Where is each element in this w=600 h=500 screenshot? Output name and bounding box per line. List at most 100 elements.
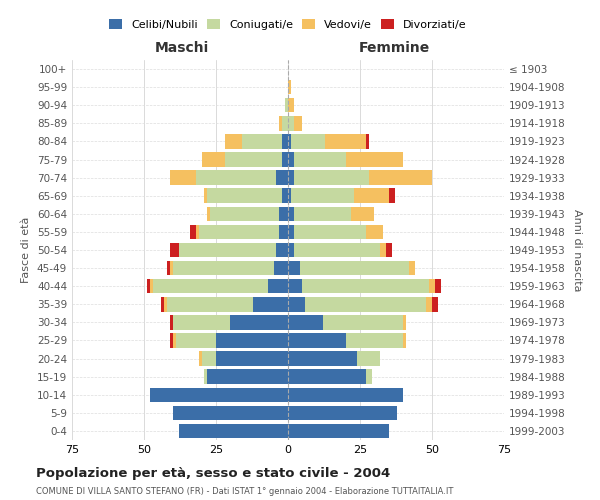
Bar xyxy=(280,116,282,130)
Bar xyxy=(288,170,294,185)
Bar xyxy=(288,134,291,148)
Bar xyxy=(280,224,288,239)
Bar xyxy=(323,315,403,330)
Bar xyxy=(202,352,216,366)
Bar xyxy=(170,333,173,347)
Bar xyxy=(366,224,383,239)
Bar xyxy=(277,243,288,257)
Bar xyxy=(386,243,392,257)
Bar xyxy=(368,170,432,185)
Bar xyxy=(274,261,288,276)
Bar xyxy=(170,243,179,257)
Bar xyxy=(288,243,294,257)
Bar xyxy=(199,224,280,239)
Bar xyxy=(288,370,366,384)
Bar xyxy=(325,134,366,148)
Bar xyxy=(366,370,371,384)
Bar xyxy=(426,297,432,312)
Bar xyxy=(380,243,386,257)
Bar xyxy=(277,170,288,185)
Bar xyxy=(357,352,380,366)
Bar xyxy=(435,279,440,293)
Bar xyxy=(216,352,288,366)
Bar xyxy=(170,261,173,276)
Bar xyxy=(282,134,288,148)
Bar xyxy=(346,152,403,167)
Bar xyxy=(282,152,288,167)
Text: COMUNE DI VILLA SANTO STEFANO (FR) - Dati ISTAT 1° gennaio 2004 - Elaborazione T: COMUNE DI VILLA SANTO STEFANO (FR) - Dat… xyxy=(36,488,454,496)
Bar xyxy=(167,297,253,312)
Bar xyxy=(288,333,346,347)
Bar xyxy=(242,134,282,148)
Bar xyxy=(210,206,280,221)
Bar xyxy=(288,98,294,112)
Bar xyxy=(147,279,150,293)
Bar xyxy=(305,297,426,312)
Bar xyxy=(208,206,210,221)
Bar xyxy=(173,315,230,330)
Text: Popolazione per età, sesso e stato civile - 2004: Popolazione per età, sesso e stato civil… xyxy=(36,468,390,480)
Bar xyxy=(389,188,395,203)
Bar xyxy=(294,224,366,239)
Bar xyxy=(179,243,277,257)
Bar xyxy=(208,188,282,203)
Bar xyxy=(288,352,357,366)
Bar xyxy=(288,315,323,330)
Bar xyxy=(170,170,196,185)
Bar xyxy=(224,134,242,148)
Bar xyxy=(282,188,288,203)
Bar xyxy=(288,116,294,130)
Bar xyxy=(179,424,288,438)
Bar xyxy=(230,315,288,330)
Bar xyxy=(288,188,291,203)
Bar xyxy=(291,134,325,148)
Bar xyxy=(288,152,294,167)
Bar xyxy=(346,333,403,347)
Bar xyxy=(294,116,302,130)
Bar xyxy=(167,261,170,276)
Bar xyxy=(288,424,389,438)
Bar xyxy=(302,279,429,293)
Bar xyxy=(173,261,274,276)
Bar xyxy=(190,224,196,239)
Bar xyxy=(354,188,389,203)
Bar xyxy=(429,279,435,293)
Bar xyxy=(282,116,288,130)
Bar xyxy=(208,370,288,384)
Bar xyxy=(216,333,288,347)
Bar xyxy=(403,333,406,347)
Bar xyxy=(288,297,305,312)
Bar xyxy=(432,297,438,312)
Bar xyxy=(253,297,288,312)
Bar xyxy=(294,152,346,167)
Bar xyxy=(288,206,294,221)
Bar xyxy=(196,224,199,239)
Bar xyxy=(150,279,152,293)
Bar xyxy=(176,333,216,347)
Bar xyxy=(299,261,409,276)
Bar xyxy=(152,279,268,293)
Bar xyxy=(173,333,176,347)
Bar xyxy=(294,170,368,185)
Bar xyxy=(288,261,299,276)
Bar xyxy=(366,134,368,148)
Bar xyxy=(196,170,277,185)
Bar xyxy=(161,297,164,312)
Bar xyxy=(403,315,406,330)
Bar xyxy=(173,406,288,420)
Bar xyxy=(268,279,288,293)
Bar xyxy=(294,206,352,221)
Bar xyxy=(294,243,380,257)
Bar xyxy=(288,388,403,402)
Bar xyxy=(288,406,397,420)
Bar xyxy=(224,152,282,167)
Bar xyxy=(205,370,208,384)
Bar xyxy=(288,80,291,94)
Bar xyxy=(280,206,288,221)
Bar xyxy=(285,98,288,112)
Text: Femmine: Femmine xyxy=(359,40,430,54)
Bar xyxy=(205,188,208,203)
Y-axis label: Fasce di età: Fasce di età xyxy=(22,217,31,283)
Y-axis label: Anni di nascita: Anni di nascita xyxy=(572,209,582,291)
Bar xyxy=(199,352,202,366)
